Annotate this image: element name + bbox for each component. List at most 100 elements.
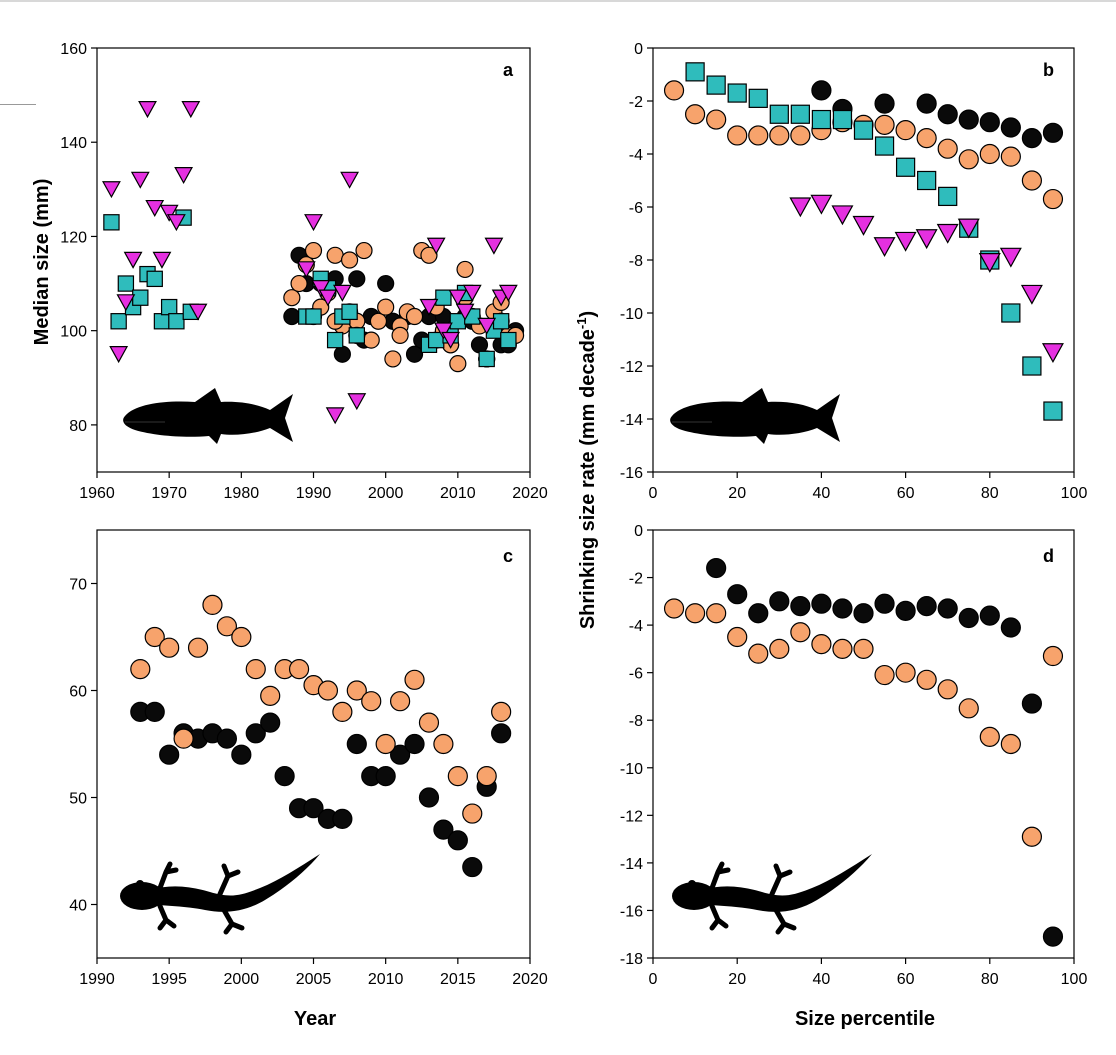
orange-circle-point — [187, 637, 209, 658]
salamander-silhouette-icon — [672, 854, 872, 932]
magenta-triangle-point — [810, 194, 833, 215]
black-circle-point — [916, 595, 937, 617]
x-tick-label: 2005 — [296, 971, 332, 988]
magenta-triangle-point — [419, 298, 439, 316]
orange-circle-point — [456, 260, 474, 279]
black-circle-point — [811, 593, 832, 614]
black-circle-point — [462, 856, 483, 878]
orange-circle-point — [916, 669, 937, 690]
x-tick-label: 2010 — [440, 485, 476, 502]
left-stub-line — [0, 104, 36, 105]
magenta-triangle-point — [102, 181, 121, 199]
orange-circle-point — [420, 246, 438, 264]
orange-circle-point — [853, 638, 874, 659]
y-tick-label: 120 — [60, 229, 87, 246]
teal-square-point — [853, 120, 874, 140]
magenta-triangle-point — [426, 237, 446, 255]
teal-square-point — [917, 170, 937, 191]
panel-c-plot: 1990 1995 2000 2005 2010 2015 2020 40 50 60 70 — [69, 577, 548, 989]
orange-circle-point — [979, 143, 1000, 165]
orange-circle-point — [433, 733, 454, 755]
magenta-triangle-point — [347, 393, 367, 411]
black-circle-point — [937, 598, 958, 619]
black-circle-point — [348, 270, 366, 288]
x-tick-label: 1990 — [296, 485, 332, 502]
orange-circle-point — [727, 626, 748, 648]
x-tick-label: 2015 — [440, 971, 476, 988]
magenta-triangle-point — [116, 294, 136, 312]
black-circle-point — [958, 109, 979, 130]
black-circle-point — [853, 603, 874, 624]
teal-square-point — [153, 313, 171, 330]
orange-circle-point — [663, 80, 685, 101]
panel-d-frame — [652, 529, 1075, 959]
black-circle-point — [303, 798, 324, 819]
black-circle-point — [1042, 122, 1064, 143]
orange-circle-point — [369, 312, 388, 330]
panel-b-plot: 0 20 40 60 80 100 0 -2 -4 -6 -8 -10 -12 -14 -16 — [620, 41, 1088, 502]
black-circle-point — [1042, 926, 1064, 947]
orange-circle-point — [283, 289, 301, 307]
black-circle-point — [874, 593, 895, 614]
magenta-triangle-point — [831, 205, 854, 226]
orange-circle-point — [769, 125, 790, 146]
teal-square-point — [895, 157, 916, 177]
orange-circle-point — [326, 246, 344, 264]
orange-circle-point — [895, 662, 916, 683]
y-tick-label: -10 — [620, 306, 643, 323]
orange-circle-point — [895, 120, 916, 141]
black-circle-point — [916, 93, 937, 114]
black-circle-point — [727, 584, 748, 605]
black-circle-point — [274, 765, 295, 787]
teal-square-point — [874, 136, 895, 156]
black-circle-point — [1021, 693, 1043, 714]
y-tick-label: -8 — [629, 713, 643, 730]
magenta-triangle-point — [957, 218, 980, 239]
magenta-triangle-point — [915, 229, 938, 250]
orange-circle-point — [706, 109, 727, 130]
y-tick-label: -16 — [620, 903, 643, 920]
x-tick-label: 60 — [897, 485, 915, 502]
y-tick-label: -14 — [620, 856, 643, 873]
teal-square-point — [748, 88, 768, 108]
orange-circle-point — [317, 680, 339, 701]
x-tick-label: 0 — [649, 971, 658, 988]
orange-circle-point — [173, 728, 194, 749]
x-tick-label: 80 — [981, 485, 999, 502]
x-tick-label: 1990 — [79, 971, 115, 988]
orange-circle-point — [304, 241, 323, 260]
y-tick-label: 40 — [69, 898, 87, 915]
orange-circle-point — [384, 350, 402, 368]
teal-square-point — [685, 62, 705, 82]
magenta-triangle-point — [462, 284, 482, 302]
panel-a-letter: a — [503, 60, 514, 80]
black-circle-point — [874, 93, 895, 114]
orange-circle-point — [130, 658, 151, 680]
orange-circle-point — [375, 733, 396, 755]
teal-square-point — [1001, 303, 1021, 323]
magenta-triangle-point — [936, 223, 959, 244]
y-tick-label: -4 — [629, 147, 643, 164]
orange-circle-point — [391, 326, 409, 344]
orange-circle-point — [216, 616, 237, 637]
x-tick-label: 80 — [981, 971, 999, 988]
orange-circle-point — [476, 765, 497, 787]
orange-circle-point — [332, 701, 353, 723]
fish-silhouette-icon — [122, 387, 294, 445]
teal-square-point — [500, 331, 517, 349]
y-tick-label: -2 — [629, 571, 643, 588]
x-tick-label: 1980 — [224, 485, 260, 502]
black-circle-point — [895, 600, 916, 621]
magenta-triangle-point — [789, 197, 812, 218]
black-circle-point — [979, 605, 1000, 626]
y-tick-label: -12 — [620, 808, 643, 825]
orange-circle-point — [362, 331, 380, 349]
magenta-triangle-point — [433, 322, 453, 340]
orange-circle-point — [260, 685, 281, 706]
magenta-triangle-point — [109, 346, 129, 364]
teal-square-point — [435, 289, 452, 306]
teal-square-point — [1022, 356, 1042, 376]
teal-square-point — [727, 83, 747, 103]
teal-square-point — [706, 75, 726, 95]
orange-circle-point — [231, 626, 252, 648]
